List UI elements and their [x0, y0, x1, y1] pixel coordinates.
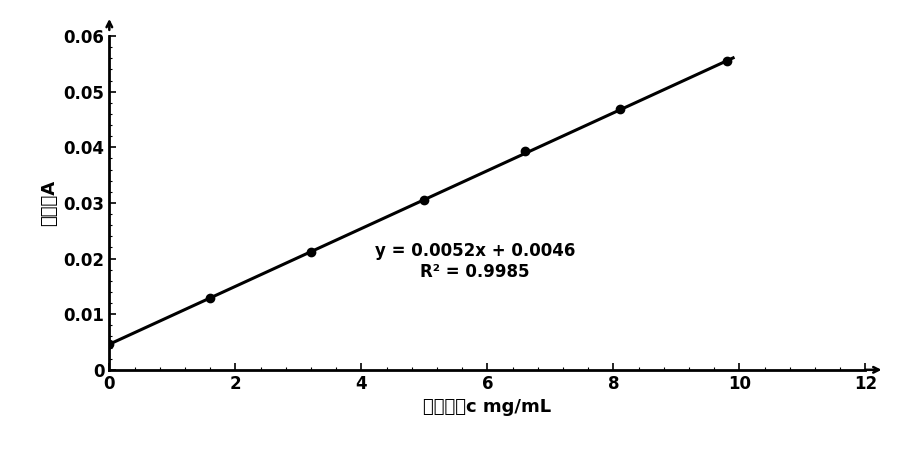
Y-axis label: 吸光度A: 吸光度A	[40, 180, 58, 226]
X-axis label: 芦丁浓度c mg/mL: 芦丁浓度c mg/mL	[424, 398, 551, 416]
Text: y = 0.0052x + 0.0046
R² = 0.9985: y = 0.0052x + 0.0046 R² = 0.9985	[374, 242, 575, 281]
